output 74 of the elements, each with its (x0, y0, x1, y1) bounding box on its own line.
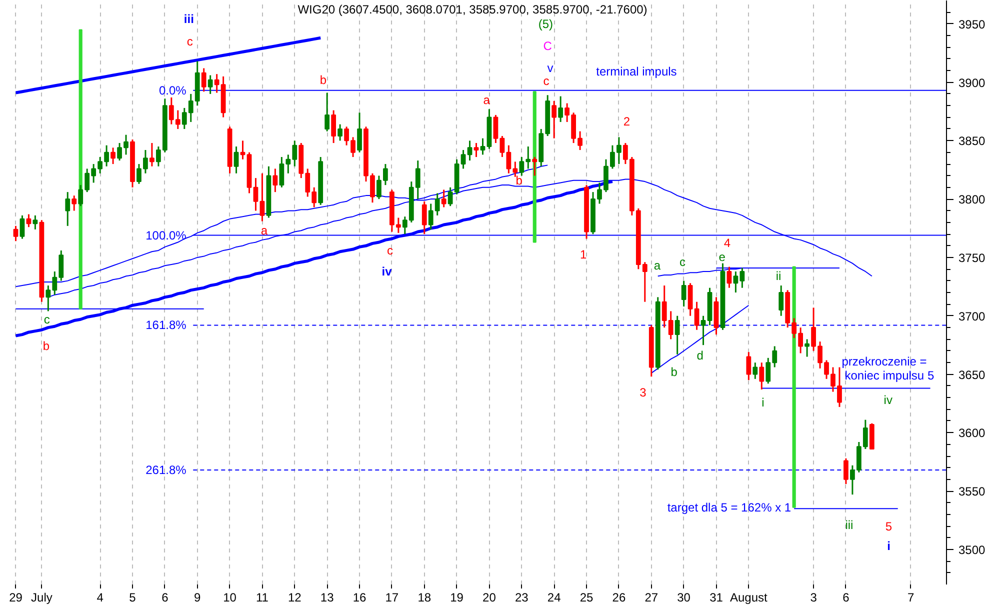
annotation: iv (382, 264, 392, 278)
x-tick-label: 31 (710, 590, 724, 604)
annotation: a (483, 92, 490, 107)
y-tick-label: 3700 (958, 309, 986, 324)
x-tick-label: 19 (450, 590, 464, 604)
annotation: c (386, 243, 393, 258)
annotation: a (654, 258, 661, 273)
y-tick-label: 3950 (958, 17, 986, 32)
x-tick-label: 3 (810, 590, 818, 604)
annotation: ii (776, 269, 782, 284)
x-tick-label: 5 (129, 590, 136, 604)
annotation: C (543, 39, 552, 54)
x-tick-label: 18 (418, 590, 432, 604)
x-tick-label: 20 (482, 590, 496, 604)
x-tick-label: 29 (9, 590, 23, 604)
annotation: 4 (724, 236, 731, 250)
annotation: 100.0% (146, 228, 187, 242)
annotation: 261.8% (146, 463, 187, 478)
annotation: c (680, 255, 686, 270)
x-tick-label: 6 (162, 590, 169, 604)
annotation: v (547, 61, 554, 76)
y-tick-label: 3900 (958, 76, 986, 90)
annotation: (5) (538, 16, 553, 31)
annotation: przekroczenie = (842, 354, 927, 368)
x-tick-label: August (730, 590, 768, 604)
annotation: e (718, 250, 726, 264)
x-tick-label: 12 (288, 590, 302, 604)
x-tick-label: 27 (644, 590, 658, 604)
annotation: target dla 5 = 162% x 1 (667, 500, 792, 514)
x-tick-label: 26 (612, 590, 626, 604)
x-tick-label: July (31, 590, 52, 604)
y-tick-label: 3550 (958, 484, 986, 499)
x-tick-label: 23 (514, 590, 529, 604)
annotation: c (543, 74, 550, 88)
annotation: i (887, 538, 890, 553)
x-tick-label: 17 (385, 590, 399, 604)
annotation: c (186, 34, 193, 48)
y-tick-label: 3750 (958, 250, 986, 265)
x-tick-label: 9 (194, 590, 202, 604)
x-tick-label: 16 (352, 590, 367, 604)
annotation: terminal impuls (596, 64, 677, 79)
annotation: koniec impulsu 5 (844, 368, 934, 382)
annotation: b (516, 173, 523, 188)
x-tick-label: 11 (256, 590, 269, 604)
annotation: b (42, 339, 50, 354)
x-tick-label: 30 (677, 590, 691, 604)
annotation: d (696, 348, 704, 363)
x-tick-label: 6 (842, 590, 850, 604)
annotation: b (670, 364, 678, 379)
annotation: iii (184, 12, 194, 26)
annotation: 1 (580, 247, 587, 262)
annotation: b (320, 72, 327, 87)
annotation: 2 (623, 114, 630, 128)
x-tick-label: 13 (320, 590, 334, 604)
annotation: iii (845, 518, 854, 532)
chart-title: WIG20 (3607.4500, 3608.0701, 3585.9700, 3585.9700, -21.7600) (298, 2, 648, 16)
x-tick-label: 25 (580, 590, 594, 604)
annotation: c (44, 312, 50, 326)
annotation: a (260, 224, 268, 238)
y-tick-label: 3650 (958, 368, 986, 382)
annotation: iv (884, 392, 892, 407)
x-tick-label: 4 (96, 590, 104, 604)
y-tick-label: 3800 (958, 192, 986, 207)
annotation: i (762, 395, 764, 410)
annotation: 0.0% (158, 83, 187, 98)
annotation: 161.8% (146, 318, 187, 332)
x-tick-label: 7 (907, 590, 914, 604)
x-tick-label: 24 (547, 590, 562, 604)
x-tick-label: 10 (223, 590, 237, 604)
y-tick-label: 3850 (958, 134, 986, 148)
y-tick-label: 3600 (958, 426, 986, 440)
annotation: 5 (885, 520, 892, 534)
annotation: 3 (640, 385, 647, 400)
y-tick-label: 3500 (958, 542, 986, 557)
